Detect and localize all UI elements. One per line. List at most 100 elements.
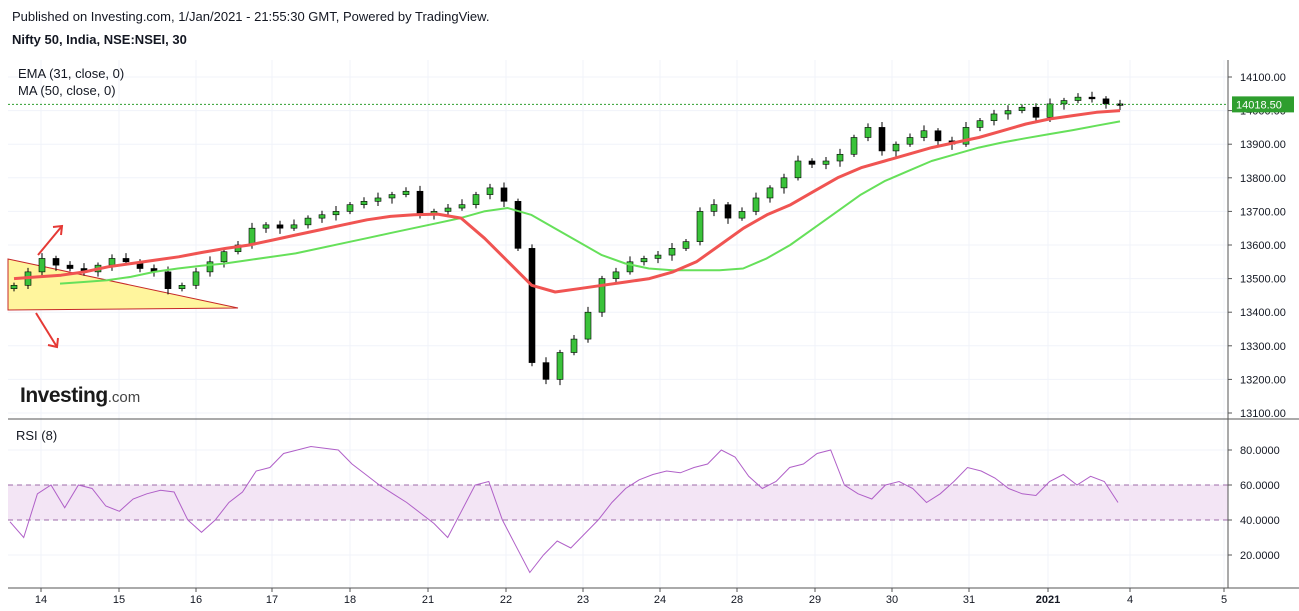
candle: [864, 123, 872, 142]
candle-up: [472, 194, 480, 205]
candle: [1088, 91, 1096, 103]
candle: [178, 282, 186, 292]
candle: [38, 253, 46, 277]
y-tick-label: 14100.00: [1240, 72, 1286, 84]
candle: [332, 206, 340, 221]
candle: [458, 199, 466, 211]
candle: [1060, 97, 1068, 110]
x-tick-label: 15: [113, 594, 125, 606]
candle-up: [668, 248, 676, 256]
logo-brand: Investing: [20, 384, 108, 407]
candle: [1004, 105, 1012, 120]
candle: [262, 222, 270, 233]
rsi-band-fill: [8, 485, 1228, 520]
candle-down: [164, 271, 172, 289]
candle: [276, 220, 284, 234]
candle: [192, 267, 200, 290]
candle: [472, 191, 480, 209]
y-tick-label: 13800.00: [1240, 173, 1286, 185]
candle-up: [332, 211, 340, 216]
candle: [528, 244, 536, 367]
triangle-shape: [7, 258, 239, 311]
arrow-down-head: [47, 337, 59, 349]
y-tick-label: 13600.00: [1240, 240, 1286, 252]
candle: [206, 256, 214, 277]
breakout-down-arrow: [35, 312, 59, 349]
candle-down: [52, 258, 60, 266]
candle-down: [122, 258, 130, 263]
rsi-legend[interactable]: RSI (8): [16, 428, 58, 443]
candle: [584, 306, 592, 343]
candle-up: [696, 211, 704, 242]
arrow-down-shaft: [35, 312, 58, 348]
candle-up: [346, 204, 354, 212]
candle-up: [206, 261, 214, 273]
candle-up: [976, 120, 984, 128]
ma-legend[interactable]: MA (50, close, 0): [18, 83, 116, 98]
candle: [738, 207, 746, 221]
candle: [542, 357, 550, 385]
candle: [612, 267, 620, 285]
x-tick-label: 29: [809, 594, 821, 606]
x-tick-label: 4: [1127, 594, 1133, 606]
publish-note: Published on Investing.com, 1/Jan/2021 -…: [12, 9, 490, 24]
y-tick-label: 13500.00: [1240, 274, 1286, 286]
candle: [878, 122, 886, 156]
x-tick-label: 2021: [1036, 594, 1060, 606]
candle: [836, 148, 844, 167]
candle-down: [276, 224, 284, 229]
candle: [318, 210, 326, 223]
candle: [388, 191, 396, 204]
candle-down: [514, 201, 522, 249]
candle: [1018, 104, 1026, 114]
ma-polyline: [59, 120, 1121, 285]
candle-down: [1102, 98, 1110, 105]
candle: [668, 242, 676, 261]
candle: [52, 255, 60, 271]
candle-up: [1018, 106, 1026, 111]
candle: [766, 185, 774, 203]
candle-down: [724, 204, 732, 219]
x-tick-label: 18: [344, 594, 356, 606]
candle-up: [640, 258, 648, 263]
candle-up: [920, 130, 928, 138]
candle-up: [192, 271, 200, 286]
candle-up: [486, 187, 494, 195]
candle: [164, 266, 172, 295]
candle: [486, 183, 494, 200]
candle-down: [542, 362, 550, 380]
candle-up: [850, 137, 858, 155]
breakout-up-arrow: [37, 224, 64, 256]
x-tick-label: 24: [654, 594, 666, 606]
candle: [10, 282, 18, 292]
candle: [906, 133, 914, 147]
rsi-y-tick-label: 40.0000: [1240, 515, 1280, 527]
candle-up: [780, 177, 788, 189]
ema-legend[interactable]: EMA (31, close, 0): [18, 66, 125, 81]
y-tick-label: 13900.00: [1240, 139, 1286, 151]
x-tick-label: 22: [500, 594, 512, 606]
candle-down: [808, 160, 816, 165]
candle-up: [178, 285, 186, 289]
candle: [66, 261, 74, 272]
candle: [822, 156, 830, 170]
candle: [346, 201, 354, 215]
x-tick-label: 28: [731, 594, 743, 606]
rsi-polyline: [9, 445, 1119, 574]
x-tick-label: 30: [886, 594, 898, 606]
candle: [598, 275, 606, 317]
axes: 13100.00 13200.00 13300.00 13400.00 13500.00…: [8, 60, 1299, 606]
candle-up: [1060, 100, 1068, 105]
candle-up: [388, 194, 396, 199]
candle-up: [360, 201, 368, 205]
candle: [360, 197, 368, 209]
candle-up: [766, 187, 774, 199]
rsi-y-tick-label: 60.0000: [1240, 480, 1280, 492]
ema-line: [13, 109, 1121, 294]
x-tick-label: 17: [266, 594, 278, 606]
candle: [682, 238, 690, 252]
y-tick-label: 13700.00: [1240, 206, 1286, 218]
candle-down: [878, 127, 886, 152]
candle-up: [444, 207, 452, 212]
candle: [1032, 103, 1040, 122]
